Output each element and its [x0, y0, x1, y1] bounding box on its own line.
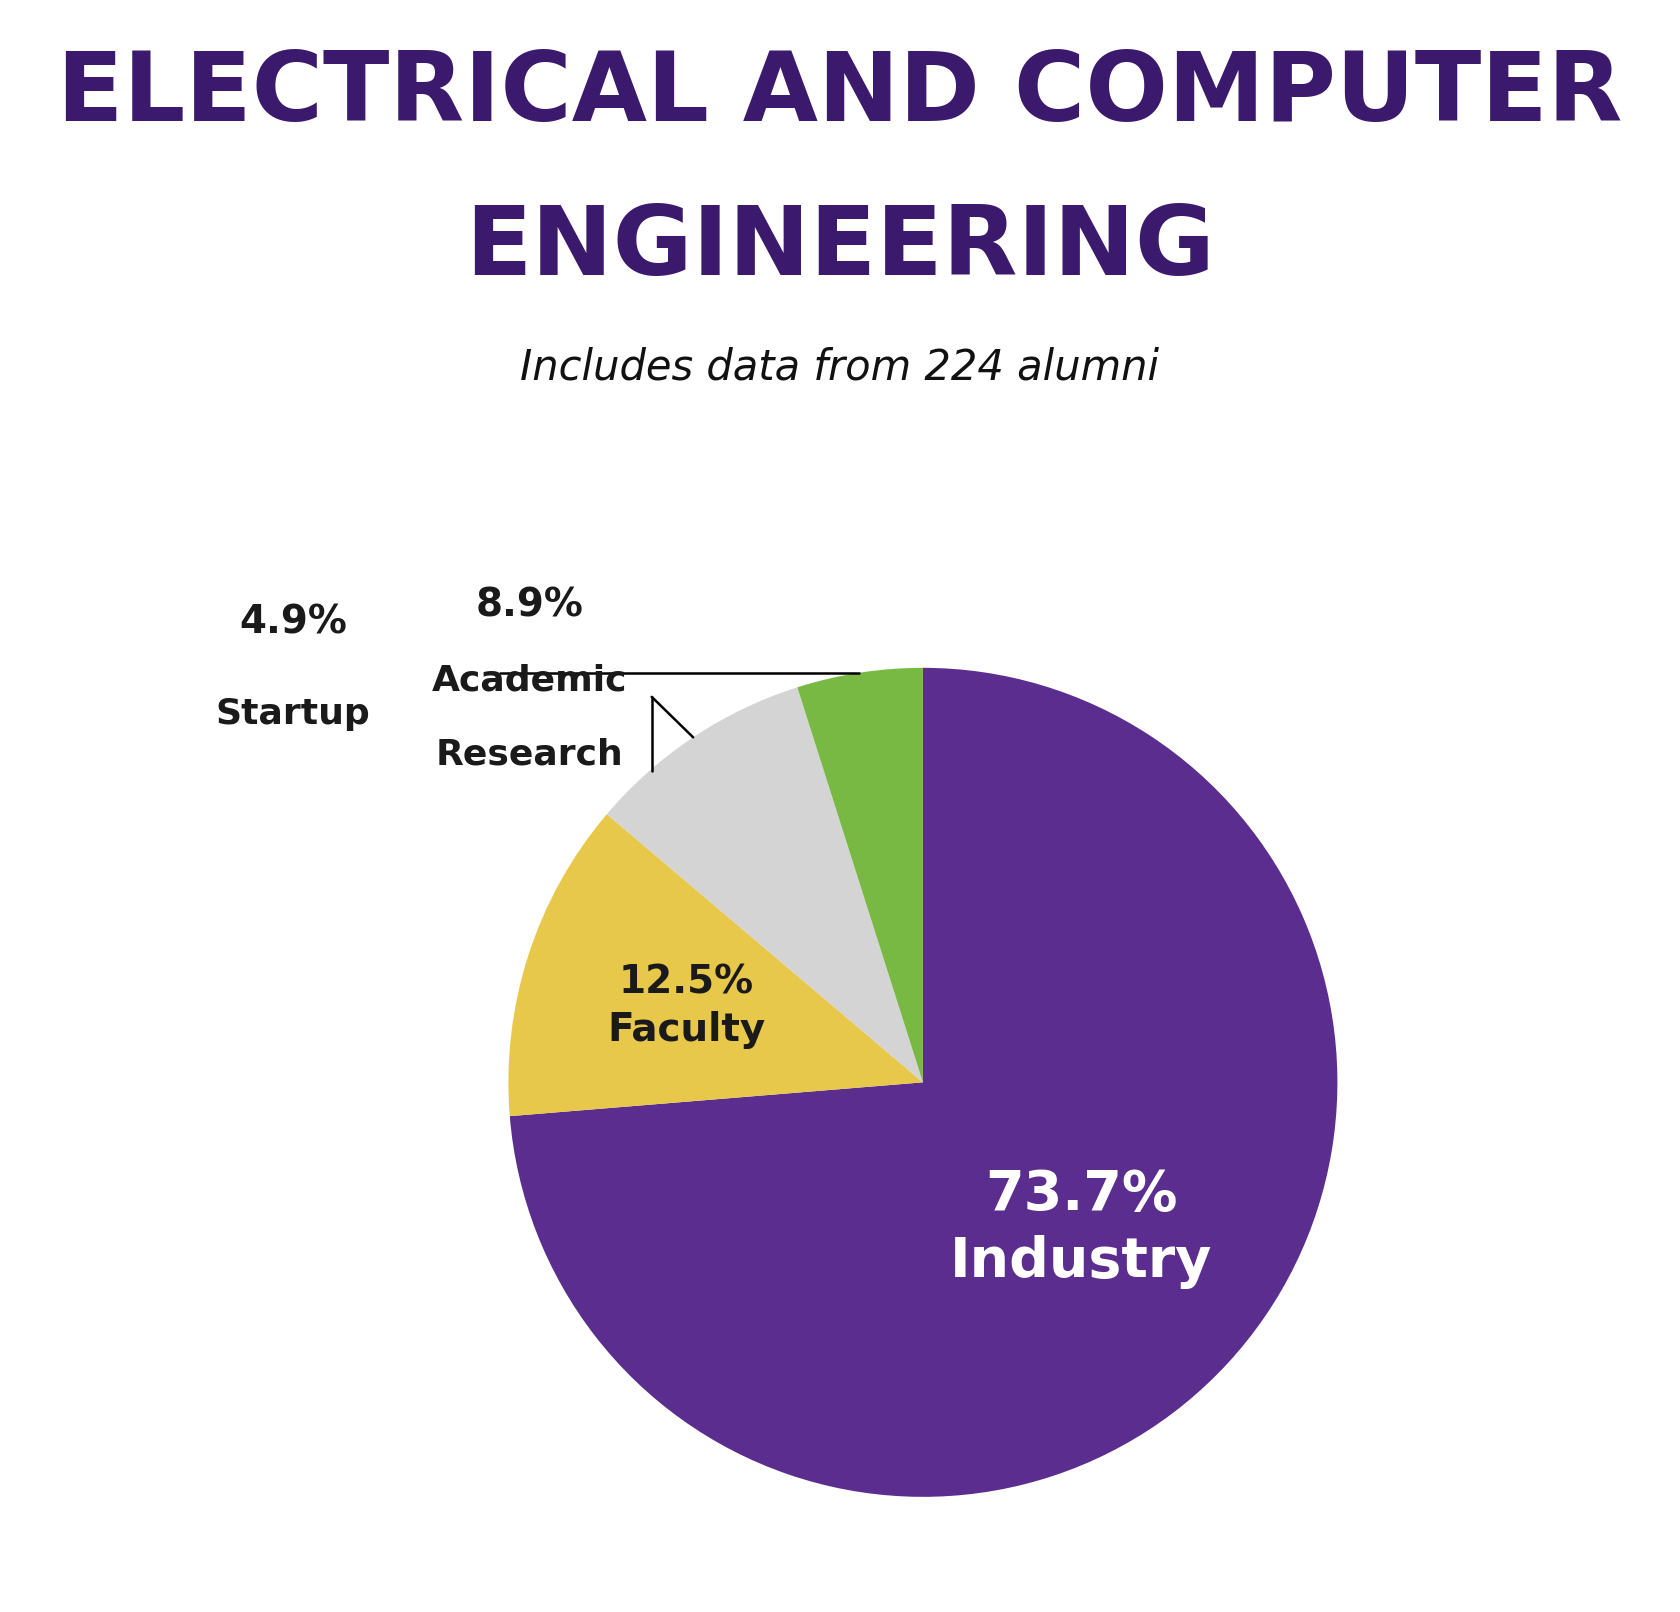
- Wedge shape: [509, 814, 922, 1116]
- Text: 4.9%: 4.9%: [239, 604, 346, 642]
- Text: 12.5%
Faculty: 12.5% Faculty: [606, 964, 766, 1049]
- Text: Research: Research: [435, 738, 623, 772]
- Text: Startup: Startup: [215, 696, 370, 732]
- Wedge shape: [798, 667, 922, 1082]
- Text: Academic: Academic: [432, 663, 627, 698]
- Wedge shape: [509, 667, 1337, 1498]
- Text: ELECTRICAL AND COMPUTER: ELECTRICAL AND COMPUTER: [57, 48, 1623, 142]
- Wedge shape: [606, 687, 922, 1082]
- Text: 8.9%: 8.9%: [475, 587, 583, 625]
- Text: 73.7%
Industry: 73.7% Industry: [951, 1169, 1213, 1288]
- Text: Includes data from 224 alumni: Includes data from 224 alumni: [521, 347, 1159, 388]
- Text: ENGINEERING: ENGINEERING: [465, 202, 1215, 295]
